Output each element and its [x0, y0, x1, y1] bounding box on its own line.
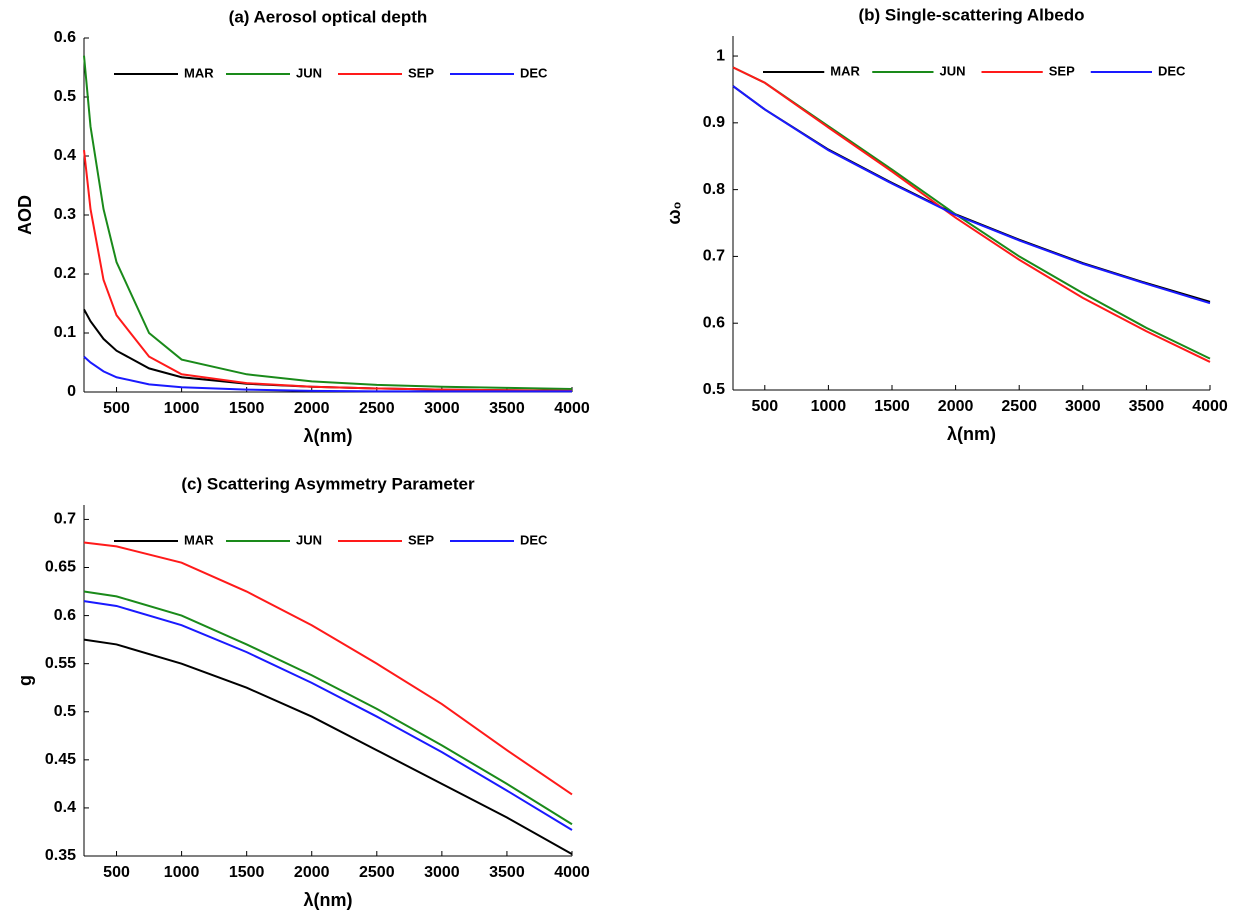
x-tick-label: 2000: [938, 398, 974, 415]
x-axis-label: λ(nm): [304, 426, 353, 446]
x-tick-label: 2500: [359, 400, 395, 417]
y-tick-label: 1: [716, 47, 725, 64]
x-tick-label: 2500: [1001, 398, 1037, 415]
x-tick-label: 1000: [811, 398, 847, 415]
x-tick-label: 3000: [424, 400, 460, 417]
series-line: [83, 541, 573, 796]
y-tick-label: 0.55: [45, 655, 76, 672]
y-tick-label: 0.35: [45, 847, 76, 864]
series-line: [83, 590, 573, 826]
x-tick-label: 3500: [489, 400, 525, 417]
series-line: [83, 355, 572, 393]
y-tick-label: 0.4: [54, 147, 76, 164]
x-tick-label: 500: [103, 864, 130, 881]
legend-label: JUN: [296, 65, 322, 80]
x-tick-label: 3500: [489, 864, 525, 881]
legend-label: SEP: [408, 65, 434, 80]
series-line: [83, 308, 573, 392]
y-tick-label: 0.1: [54, 324, 76, 341]
y-tick-label: 0.45: [45, 751, 76, 768]
y-tick-label: 0.7: [703, 248, 725, 265]
x-axis-label: λ(nm): [304, 890, 353, 910]
series-line: [83, 600, 573, 831]
y-axis-label: g: [15, 675, 35, 686]
x-axis-label: λ(nm): [947, 424, 996, 444]
x-tick-label: 500: [103, 400, 130, 417]
legend-label: MAR: [830, 63, 860, 78]
y-tick-label: 0.3: [54, 206, 76, 223]
y-tick-label: 0.6: [54, 29, 76, 46]
x-tick-label: 2000: [294, 400, 330, 417]
x-tick-label: 4000: [554, 864, 590, 881]
y-axis-label: AOD: [15, 195, 35, 235]
x-tick-label: 2000: [294, 864, 330, 881]
x-tick-label: 3000: [1065, 398, 1101, 415]
x-tick-label: 1500: [874, 398, 910, 415]
x-tick-label: 1000: [164, 864, 200, 881]
x-tick-label: 4000: [1192, 398, 1228, 415]
legend-label: DEC: [1158, 63, 1186, 78]
x-tick-label: 3500: [1129, 398, 1165, 415]
x-tick-label: 2500: [359, 864, 395, 881]
legend-label: JUN: [940, 63, 966, 78]
x-tick-label: 1500: [229, 400, 265, 417]
series-line: [83, 638, 573, 855]
legend-label: MAR: [184, 532, 214, 547]
y-tick-label: 0.4: [54, 799, 76, 816]
y-tick-label: 0.2: [54, 265, 76, 282]
legend-label: JUN: [296, 532, 322, 547]
x-tick-label: 4000: [554, 400, 590, 417]
y-tick-label: 0.6: [54, 607, 76, 624]
x-tick-label: 500: [751, 398, 778, 415]
y-tick-label: 0.5: [54, 88, 76, 105]
y-axis-label: ω₀: [664, 201, 684, 224]
chart-title: (b) Single-scattering Albedo: [858, 5, 1084, 24]
y-tick-label: 0.6: [703, 314, 725, 331]
chart-title: (a) Aerosol optical depth: [229, 7, 428, 26]
legend-label: DEC: [520, 532, 548, 547]
legend-label: MAR: [184, 65, 214, 80]
y-tick-label: 0.65: [45, 559, 76, 576]
y-tick-label: 0.9: [703, 114, 725, 131]
series-line: [732, 85, 1211, 305]
series-line: [732, 66, 1211, 363]
y-tick-label: 0.5: [54, 703, 76, 720]
series-line: [732, 85, 1211, 303]
series-line: [83, 149, 573, 392]
y-tick-label: 0.5: [703, 381, 725, 398]
legend-label: DEC: [520, 65, 548, 80]
series-line: [83, 55, 573, 391]
legend-label: SEP: [408, 532, 434, 547]
x-tick-label: 1500: [229, 864, 265, 881]
x-tick-label: 3000: [424, 864, 460, 881]
y-tick-label: 0: [67, 383, 76, 400]
x-tick-label: 1000: [164, 400, 200, 417]
y-tick-label: 0.8: [703, 181, 725, 198]
legend-label: SEP: [1049, 63, 1075, 78]
y-tick-label: 0.7: [54, 511, 76, 528]
chart-title: (c) Scattering Asymmetry Parameter: [181, 474, 475, 493]
